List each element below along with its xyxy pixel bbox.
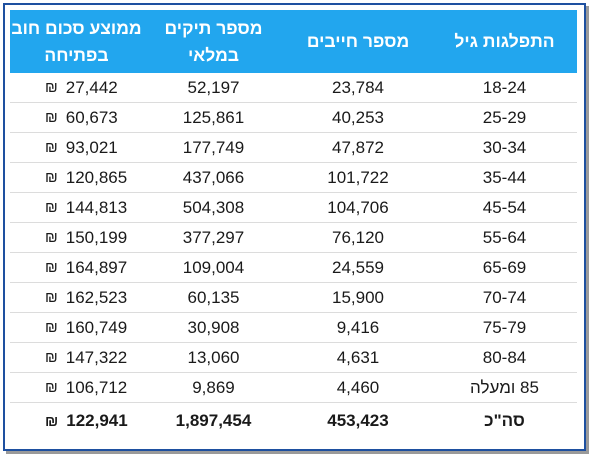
- files-cell: 60,135: [187, 287, 240, 307]
- debtors-cell: 76,120: [332, 227, 384, 247]
- shekel-sign: ₪: [45, 349, 58, 366]
- avg-debt-cell: ₪ 164,897: [10, 253, 143, 282]
- avg-debt-value: 144,813: [65, 197, 128, 217]
- shekel-sign: ₪: [45, 169, 58, 186]
- table-row: ₪ 160,749 30,908 9,416 75-79: [10, 313, 577, 343]
- age-cell: 18-24: [482, 77, 527, 97]
- debtors-cell: 104,706: [327, 197, 389, 217]
- files-cell: 504,308: [182, 197, 245, 217]
- avg-debt-value: 147,322: [65, 347, 128, 367]
- files-cell: 109,004: [182, 257, 245, 277]
- avg-debt-cell: ₪ 160,749: [10, 313, 143, 342]
- table-row: ₪ 150,199 377,297 76,120 55-64: [10, 223, 577, 253]
- avg-debt-value: 60,673: [65, 107, 118, 127]
- avg-debt-cell: ₪ 93,021: [10, 133, 143, 162]
- files-cell: 1,897,454: [175, 411, 252, 430]
- debtors-cell: 24,559: [332, 257, 384, 277]
- files-cell: 52,197: [187, 77, 240, 97]
- files-cell: 9,869: [192, 377, 235, 397]
- files-cell: 30,908: [187, 317, 240, 337]
- shekel-sign: ₪: [45, 259, 58, 276]
- avg-debt-cell: ₪ 60,673: [10, 103, 143, 132]
- header-debtors: מספר חייבים: [306, 31, 410, 51]
- age-cell: 25-29: [482, 107, 527, 127]
- age-cell: 80-84: [482, 347, 527, 367]
- age-cell: 85 ומעלה: [470, 377, 539, 397]
- age-cell: 30-34: [482, 137, 527, 157]
- age-cell: 35-44: [482, 167, 527, 187]
- avg-debt-value: 106,712: [65, 377, 128, 397]
- debtors-cell: 4,460: [336, 377, 380, 397]
- debtors-cell: 47,872: [332, 137, 384, 157]
- table-row: ₪ 144,813 504,308 104,706 45-54: [10, 193, 577, 223]
- shekel-sign: ₪: [45, 139, 58, 156]
- avg-debt-value: 122,941: [66, 411, 128, 430]
- files-cell: 437,066: [182, 167, 245, 187]
- shekel-sign: ₪: [45, 412, 59, 430]
- table-header: ממוצע סכום חוב בפתיחה מספר תיקים במלאי מ…: [10, 10, 577, 73]
- table-row: ₪ 93,021 177,749 47,872 30-34: [10, 133, 577, 163]
- files-cell: 125,861: [182, 107, 245, 127]
- age-cell: 70-74: [482, 287, 527, 307]
- total-row: ₪ 122,941 1,897,454 453,423 סה"כ: [10, 403, 577, 439]
- avg-debt-cell: ₪ 147,322: [10, 343, 143, 372]
- debtors-cell: 4,631: [336, 347, 380, 367]
- debt-age-table: ממוצע סכום חוב בפתיחה מספר תיקים במלאי מ…: [10, 10, 577, 439]
- files-cell: 177,749: [182, 137, 245, 157]
- age-cell: 75-79: [482, 317, 527, 337]
- shekel-sign: ₪: [45, 229, 58, 246]
- header-age: התפלגות גיל: [454, 31, 555, 51]
- files-cell: 377,297: [182, 227, 245, 247]
- avg-debt-cell: ₪ 144,813: [10, 193, 143, 222]
- avg-debt-cell: ₪ 27,442: [10, 73, 143, 102]
- shekel-sign: ₪: [45, 199, 58, 216]
- shekel-sign: ₪: [45, 289, 58, 306]
- avg-debt-cell: ₪ 162,523: [10, 283, 143, 312]
- header-files: מספר תיקים במלאי: [164, 17, 263, 65]
- debtors-cell: 40,253: [332, 107, 384, 127]
- table-row: ₪ 106,712 9,869 4,460 85 ומעלה: [10, 373, 577, 403]
- age-cell: 45-54: [482, 197, 527, 217]
- debtors-cell: 101,722: [327, 167, 389, 187]
- shekel-sign: ₪: [45, 79, 58, 96]
- avg-debt-value: 93,021: [65, 137, 118, 157]
- debtors-cell: 15,900: [332, 287, 384, 307]
- table-row: ₪ 164,897 109,004 24,559 65-69: [10, 253, 577, 283]
- table-row: ₪ 27,442 52,197 23,784 18-24: [10, 73, 577, 103]
- table-body: ₪ 27,442 52,197 23,784 18-24 ₪ 60,673 125,861 40…: [10, 73, 577, 439]
- avg-debt-value: 160,749: [65, 317, 128, 337]
- header-avg-debt: ממוצע סכום חוב בפתיחה: [11, 17, 142, 65]
- shekel-sign: ₪: [45, 319, 58, 336]
- debtors-cell: 453,423: [327, 411, 389, 430]
- shekel-sign: ₪: [45, 109, 58, 126]
- avg-debt-cell: ₪ 122,941: [10, 403, 143, 439]
- avg-debt-value: 27,442: [65, 77, 118, 97]
- age-cell: 65-69: [482, 257, 527, 277]
- avg-debt-value: 120,865: [65, 167, 128, 187]
- age-cell: 55-64: [482, 227, 527, 247]
- avg-debt-value: 164,897: [65, 257, 128, 277]
- avg-debt-cell: ₪ 106,712: [10, 373, 143, 402]
- debtors-cell: 23,784: [332, 77, 384, 97]
- table-frame: [3, 3, 586, 451]
- avg-debt-cell: ₪ 150,199: [10, 223, 143, 252]
- table-row: ₪ 60,673 125,861 40,253 25-29: [10, 103, 577, 133]
- files-cell: 13,060: [187, 347, 240, 367]
- avg-debt-value: 150,199: [65, 227, 128, 247]
- table-row: ₪ 147,322 13,060 4,631 80-84: [10, 343, 577, 373]
- table-row: ₪ 120,865 437,066 101,722 35-44: [10, 163, 577, 193]
- avg-debt-value: 162,523: [65, 287, 128, 307]
- table-row: ₪ 162,523 60,135 15,900 70-74: [10, 283, 577, 313]
- avg-debt-cell: ₪ 120,865: [10, 163, 143, 192]
- shekel-sign: ₪: [45, 379, 58, 396]
- age-cell: סה"כ: [484, 411, 525, 430]
- debtors-cell: 9,416: [336, 317, 380, 337]
